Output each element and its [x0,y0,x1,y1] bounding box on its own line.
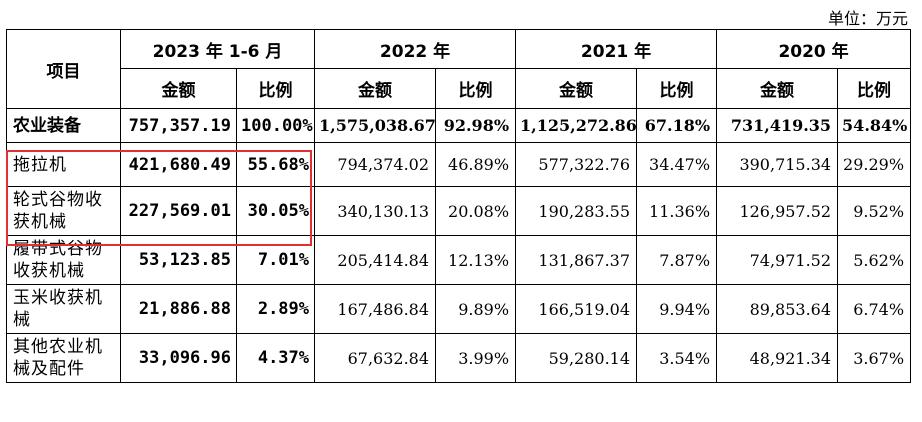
header-amount: 金额 [120,68,237,109]
ratio-cell: 92.98% [435,108,517,143]
ratio-cell: 2.89% [235,284,316,334]
amount-cell: 421,680.49 [120,142,237,187]
ratio-cell: 9.52% [837,186,912,236]
amount-cell: 131,867.37 [515,235,638,285]
header-amount: 金额 [716,68,839,109]
header-period-2020: 2020 年 [716,29,912,69]
header-ratio: 比例 [435,68,517,109]
ratio-cell: 12.13% [435,235,517,285]
row-label: 轮式谷物收获机械 [6,186,121,236]
header-ratio: 比例 [837,68,912,109]
amount-cell: 74,971.52 [716,235,839,285]
ratio-cell: 7.87% [636,235,718,285]
table-row: 履带式谷物收获机械 53,123.85 7.01% 205,414.84 12.… [6,235,912,285]
ratio-cell: 67.18% [636,108,718,143]
header-period-2021: 2021 年 [515,29,718,69]
amount-cell: 166,519.04 [515,284,638,334]
table-row: 农业装备 757,357.19 100.00% 1,575,038.67 92.… [6,108,912,143]
header-row-periods: 项目 2023 年 1-6 月 2022 年 2021 年 2020 年 [6,29,912,109]
amount-cell: 33,096.96 [120,333,237,383]
amount-cell: 89,853.64 [716,284,839,334]
amount-cell: 757,357.19 [120,108,237,143]
table-row: 玉米收获机械 21,886.88 2.89% 167,486.84 9.89% … [6,284,912,334]
amount-cell: 167,486.84 [314,284,437,334]
amount-cell: 53,123.85 [120,235,237,285]
header-row-metrics: 金额 比例 金额 比例 金额 比例 金额 比例 [7,68,912,109]
ratio-cell: 55.68% [235,142,316,187]
ratio-cell: 3.67% [837,333,912,383]
row-label: 农业装备 [6,108,121,143]
amount-cell: 1,575,038.67 [314,108,437,143]
amount-cell: 390,715.34 [716,142,839,187]
amount-cell: 67,632.84 [314,333,437,383]
ratio-cell: 11.36% [636,186,718,236]
ratio-cell: 3.99% [435,333,517,383]
row-label: 玉米收获机械 [6,284,121,334]
row-label: 其他农业机械及配件 [6,333,121,383]
ratio-cell: 20.08% [435,186,517,236]
header-period-2022: 2022 年 [314,29,517,69]
table-row: 拖拉机 421,680.49 55.68% 794,374.02 46.89% … [6,142,912,187]
amount-cell: 794,374.02 [314,142,437,187]
header-amount: 金额 [314,68,437,109]
header-ratio: 比例 [636,68,718,109]
amount-cell: 59,280.14 [515,333,638,383]
amount-cell: 340,130.13 [314,186,437,236]
ratio-cell: 100.00% [235,108,316,143]
row-label: 履带式谷物收获机械 [6,235,121,285]
ratio-cell: 7.01% [235,235,316,285]
amount-cell: 190,283.55 [515,186,638,236]
ratio-cell: 30.05% [235,186,316,236]
header-item: 项目 [6,29,121,109]
header-period-2023h1: 2023 年 1-6 月 [119,29,316,69]
ratio-cell: 29.29% [837,142,912,187]
ratio-cell: 4.37% [235,333,316,383]
ratio-cell: 5.62% [837,235,912,285]
ratio-cell: 9.89% [435,284,517,334]
unit-label: 单位：万元 [827,9,908,28]
amount-cell: 731,419.35 [716,108,839,143]
amount-cell: 227,569.01 [120,186,237,236]
amount-cell: 126,957.52 [716,186,839,236]
amount-cell: 577,322.76 [515,142,638,187]
header-amount: 金额 [515,68,638,109]
table-row: 其他农业机械及配件 33,096.96 4.37% 67,632.84 3.99… [6,333,912,383]
amount-cell: 1,125,272.86 [515,108,638,143]
ratio-cell: 3.54% [636,333,718,383]
amount-cell: 21,886.88 [120,284,237,334]
ratio-cell: 34.47% [636,142,718,187]
table-row: 轮式谷物收获机械 227,569.01 30.05% 340,130.13 20… [6,186,912,236]
ratio-cell: 46.89% [435,142,517,187]
amount-cell: 205,414.84 [314,235,437,285]
header-ratio: 比例 [235,68,316,109]
ratio-cell: 54.84% [837,108,912,143]
revenue-table: 项目 2023 年 1-6 月 2022 年 2021 年 2020 年 金额 … [6,29,912,383]
row-label: 拖拉机 [6,142,121,187]
ratio-cell: 6.74% [837,284,912,334]
ratio-cell: 9.94% [636,284,718,334]
amount-cell: 48,921.34 [716,333,839,383]
